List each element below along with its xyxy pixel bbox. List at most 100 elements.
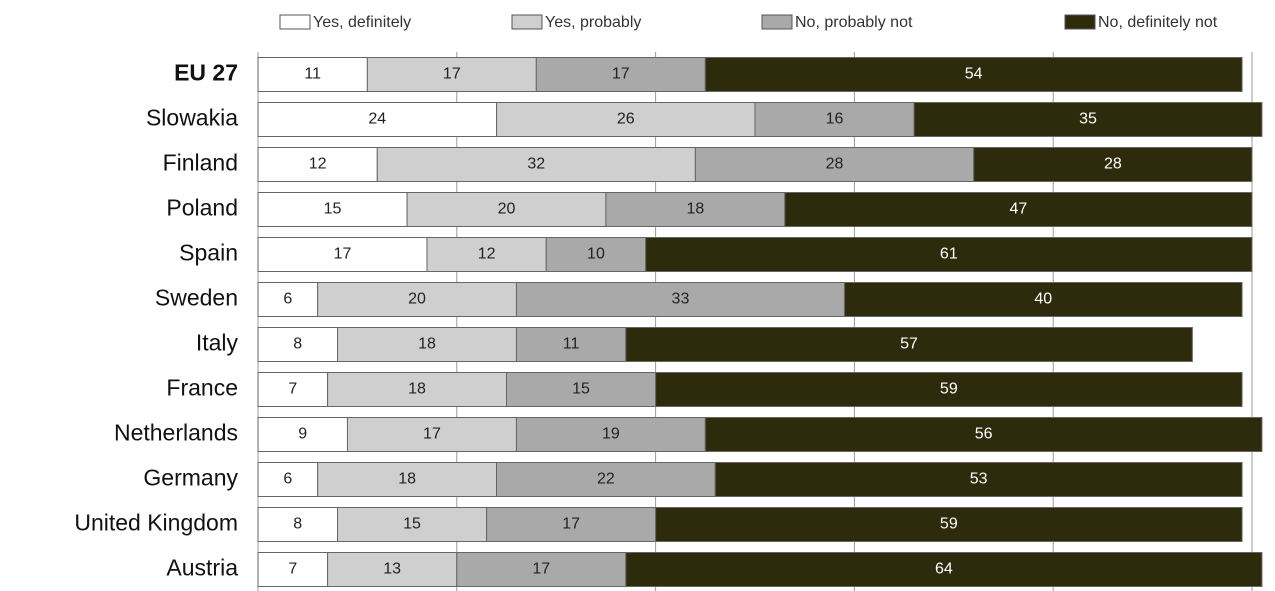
bar-segment	[694, 147, 975, 182]
bar-segment	[257, 147, 378, 182]
data-label: 59	[940, 516, 958, 533]
data-label: 7	[288, 381, 297, 398]
data-label: 35	[1079, 111, 1097, 128]
bar-segment	[655, 507, 1243, 542]
bar-segment	[257, 102, 498, 137]
legend-label: No, probably not	[795, 14, 913, 31]
bar-segment	[754, 102, 915, 137]
data-label: 22	[597, 471, 615, 488]
y-tick-label: Italy	[196, 330, 239, 356]
data-label: 33	[672, 291, 690, 308]
data-label: 8	[293, 516, 302, 533]
bar-segment	[257, 57, 368, 92]
data-label: 61	[940, 246, 958, 263]
data-label: 20	[498, 201, 516, 218]
y-tick-label: Germany	[143, 465, 238, 491]
data-label: 20	[408, 291, 426, 308]
y-tick-label: France	[166, 375, 238, 401]
data-label: 47	[1010, 201, 1028, 218]
bar-segment	[704, 57, 1243, 92]
bar-segment	[645, 237, 1253, 272]
data-label: 18	[686, 201, 704, 218]
bar-segment	[257, 552, 329, 587]
bar-segment	[257, 507, 339, 542]
data-label: 6	[283, 291, 292, 308]
data-label: 56	[975, 426, 993, 443]
data-label: 16	[826, 111, 844, 128]
bar-segment	[496, 102, 756, 137]
bar-segment	[257, 372, 329, 407]
legend-swatch	[761, 14, 793, 30]
bar-segment	[257, 192, 408, 227]
data-label: 17	[532, 561, 550, 578]
data-label: 28	[826, 156, 844, 173]
bar-segment	[317, 462, 498, 497]
data-label: 18	[418, 336, 436, 353]
data-label: 26	[617, 111, 635, 128]
data-label: 6	[283, 471, 292, 488]
data-label: 32	[527, 156, 545, 173]
data-label: 18	[398, 471, 416, 488]
y-tick-label: Finland	[163, 150, 238, 176]
y-tick-label: Austria	[166, 555, 238, 581]
y-tick-label: United Kingdom	[74, 510, 238, 536]
bar-segment	[327, 372, 507, 407]
bar-segment	[486, 507, 657, 542]
bar-segment	[515, 282, 845, 317]
data-label: 17	[423, 426, 441, 443]
bar-segment	[426, 237, 547, 272]
bar-segment	[327, 552, 458, 587]
data-label: 11	[563, 336, 580, 353]
data-label: 17	[443, 66, 461, 83]
bar-segment	[655, 372, 1243, 407]
bar-segment	[257, 237, 428, 272]
data-label: 19	[602, 426, 620, 443]
data-label: 59	[940, 381, 958, 398]
legend-label: No, definitely not	[1098, 14, 1218, 31]
data-label: 17	[562, 516, 580, 533]
y-tick-label: Spain	[179, 240, 238, 266]
data-label: 15	[403, 516, 421, 533]
data-label: 40	[1034, 291, 1052, 308]
data-label: 28	[1104, 156, 1122, 173]
data-label: 57	[900, 336, 918, 353]
bar-segment	[515, 327, 627, 362]
data-label: 10	[587, 246, 605, 263]
y-tick-label: EU 27	[174, 60, 238, 86]
data-label: 11	[304, 66, 321, 83]
bar-segment	[506, 372, 657, 407]
data-label: 12	[309, 156, 327, 173]
bar-segment	[625, 327, 1193, 362]
data-label: 64	[935, 561, 953, 578]
bar-segment	[973, 147, 1253, 182]
y-tick-label: Sweden	[155, 285, 238, 311]
bar-segment	[843, 282, 1243, 317]
bar-segment	[704, 417, 1263, 452]
data-label: 18	[408, 381, 426, 398]
legend-swatch	[279, 14, 311, 30]
data-label: 15	[572, 381, 590, 398]
bar-segment	[515, 417, 706, 452]
data-label: 12	[478, 246, 496, 263]
data-label: 17	[334, 246, 352, 263]
bar-segment	[257, 462, 319, 497]
legend-label: Yes, probably	[545, 14, 641, 31]
bar-segment	[257, 282, 319, 317]
data-label: 54	[965, 66, 983, 83]
data-label: 53	[970, 471, 988, 488]
bar-segment	[257, 417, 348, 452]
bar-segment	[913, 102, 1263, 137]
data-label: 7	[288, 561, 297, 578]
bar-segment	[337, 327, 517, 362]
bar-segment	[784, 192, 1253, 227]
data-label: 13	[383, 561, 401, 578]
bar-segment	[337, 507, 488, 542]
data-label: 9	[298, 426, 307, 443]
legend-label: Yes, definitely	[313, 14, 411, 31]
bar-segment	[456, 552, 627, 587]
y-tick-label: Slowakia	[146, 105, 238, 131]
data-label: 8	[293, 336, 302, 353]
y-tick-label: Poland	[166, 195, 238, 221]
bar-segment	[376, 147, 696, 182]
